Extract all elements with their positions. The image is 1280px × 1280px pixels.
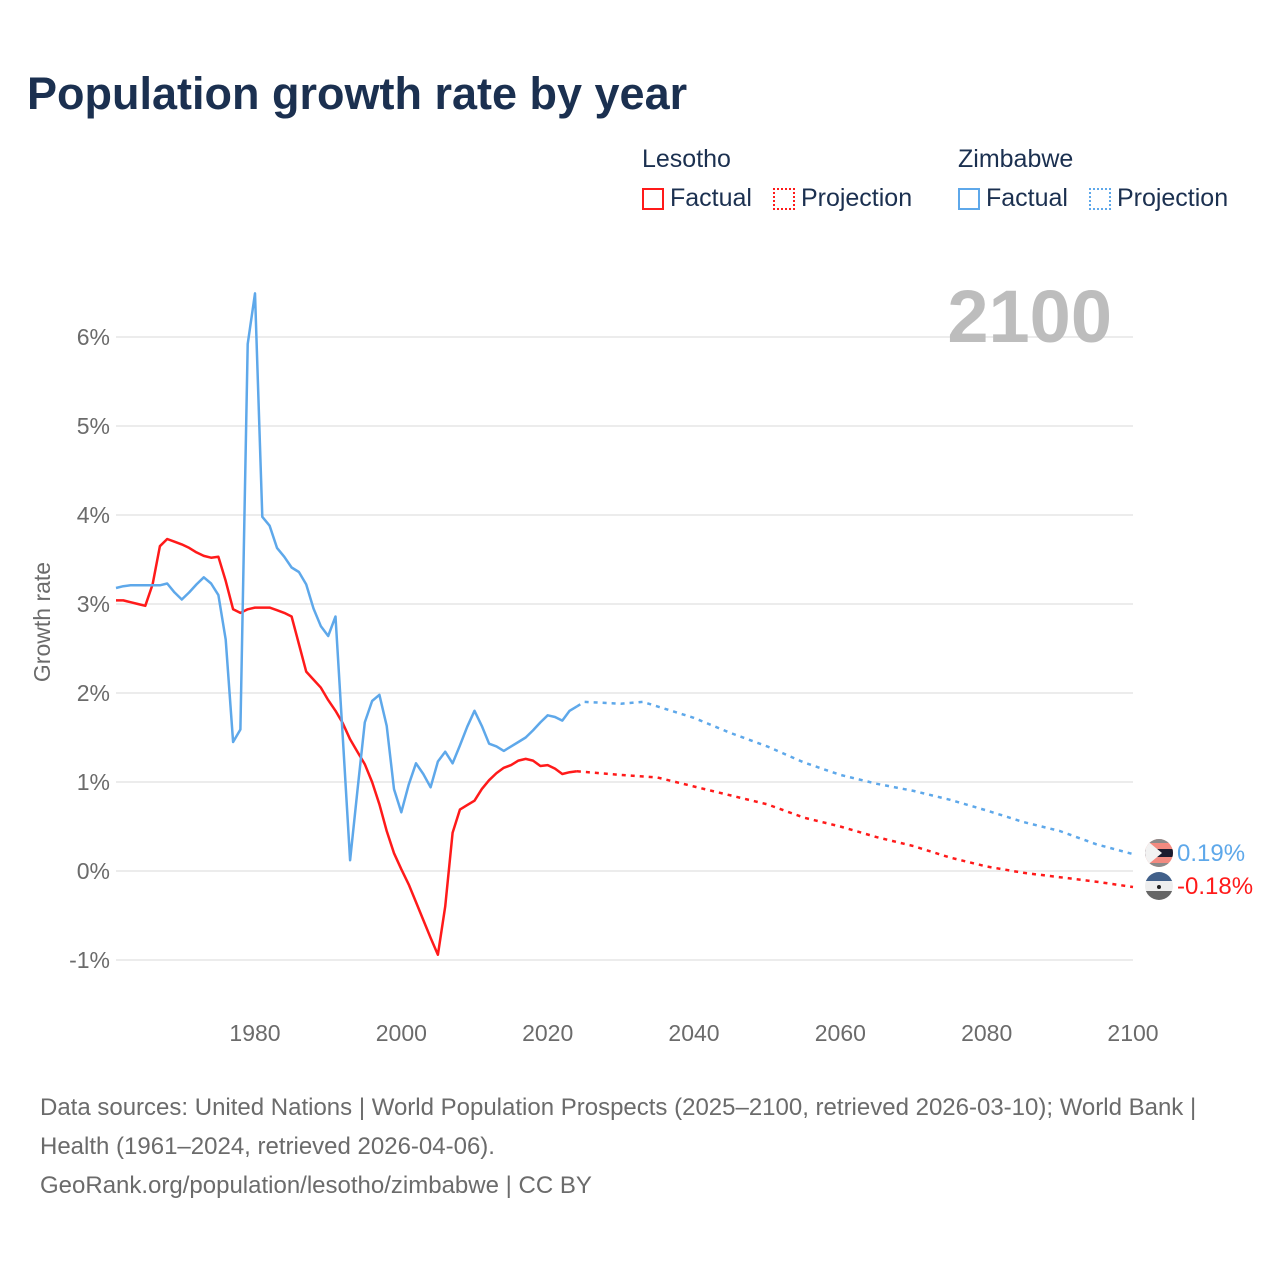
y-tick-label: 0% xyxy=(77,858,110,884)
footer: Data sources: United Nations | World Pop… xyxy=(40,1088,1240,1205)
series-line-zimbabwe-projection xyxy=(576,700,1134,856)
legend-label: Projection xyxy=(1116,184,1229,212)
legend-group-name: Lesotho xyxy=(642,145,731,173)
y-tick-label: -1% xyxy=(69,947,110,973)
dotted-swatch-icon xyxy=(772,187,795,210)
series-line-zimbabwe-factual xyxy=(115,292,578,862)
x-tick-label: 1980 xyxy=(229,1020,280,1046)
legend-item-zimbabwe-projection[interactable]: Projection xyxy=(1088,184,1229,213)
y-tick-label: 4% xyxy=(77,502,110,528)
data-sources: Data sources: United Nations | World Pop… xyxy=(40,1094,1197,1160)
legend-group-lesotho: Lesotho Factual Projection xyxy=(642,145,926,217)
legend-item-lesotho-factual[interactable]: Factual xyxy=(642,184,752,213)
x-tick-label: 2100 xyxy=(1107,1020,1158,1046)
y-axis-label: Growth rate xyxy=(29,562,55,682)
legend-label: Factual xyxy=(986,184,1068,212)
current-year-label: 2100 xyxy=(947,275,1112,358)
y-tick-label: 2% xyxy=(77,680,110,706)
legend-label: Projection xyxy=(800,184,913,212)
credit-link[interactable]: GeoRank.org/population/lesotho/zimbabwe … xyxy=(40,1172,592,1199)
legend-group-zimbabwe: Zimbabwe Factual Projection xyxy=(958,145,1242,217)
y-tick-label: 5% xyxy=(77,413,110,439)
y-tick-label: 1% xyxy=(77,769,110,795)
y-tick-label: 6% xyxy=(77,324,110,350)
zimbabwe-end-value: 0.19% xyxy=(1177,840,1245,867)
legend-label: Factual xyxy=(670,184,752,212)
x-tick-label: 2080 xyxy=(961,1020,1012,1046)
x-tick-label: 2020 xyxy=(522,1020,573,1046)
legend-group-name: Zimbabwe xyxy=(958,145,1074,173)
series-line-lesotho-factual xyxy=(116,537,578,956)
lesotho-flag-icon xyxy=(1145,872,1173,900)
x-tick-label: 2060 xyxy=(815,1020,866,1046)
zimbabwe-flag-icon xyxy=(1145,839,1173,867)
legend-item-lesotho-projection[interactable]: Projection xyxy=(772,184,913,213)
solid-swatch-icon xyxy=(642,187,664,210)
x-tick-label: 2000 xyxy=(376,1020,427,1046)
legend-item-zimbabwe-factual[interactable]: Factual xyxy=(958,184,1068,213)
y-tick-label: 3% xyxy=(77,591,110,617)
x-tick-label: 2040 xyxy=(668,1020,719,1046)
chart-title: Population growth rate by year xyxy=(27,68,688,119)
lesotho-end-value: -0.18% xyxy=(1177,873,1253,900)
series-line-lesotho-projection xyxy=(576,770,1134,889)
solid-swatch-icon xyxy=(958,187,980,210)
dotted-swatch-icon xyxy=(1088,187,1111,210)
